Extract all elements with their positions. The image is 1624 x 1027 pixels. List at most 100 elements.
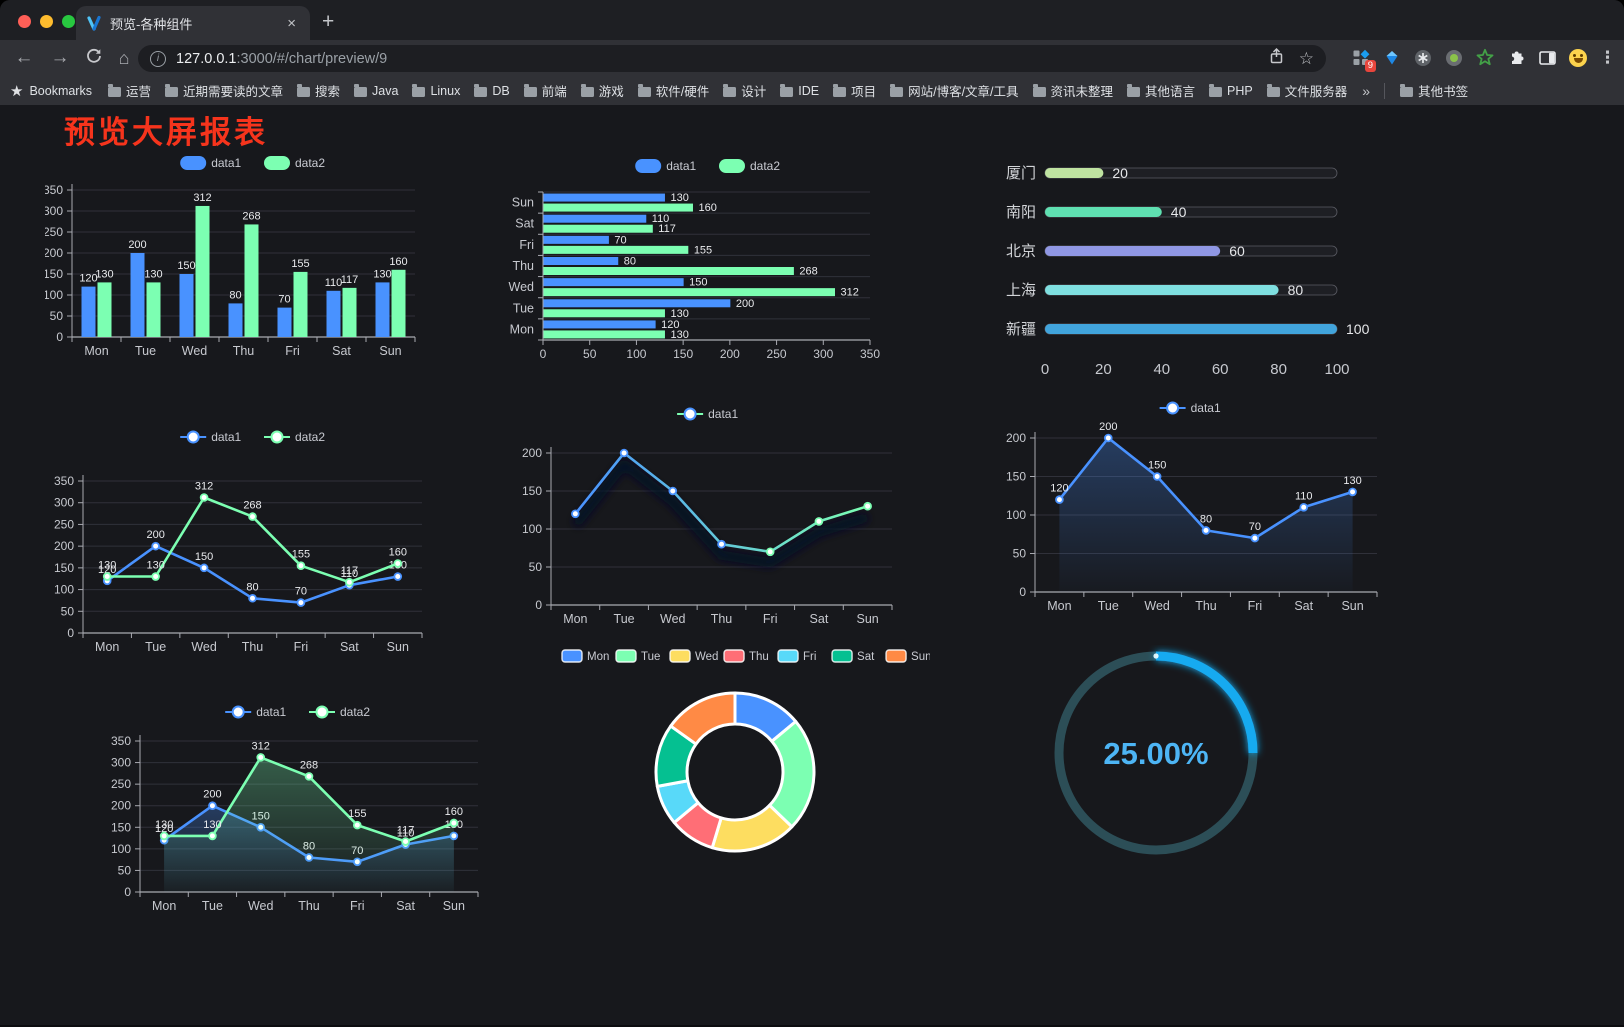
extension-diamond-icon[interactable] <box>1382 48 1402 68</box>
svg-text:155: 155 <box>291 258 309 270</box>
bookmark-folder[interactable]: IDE <box>773 81 826 101</box>
gradient-line-chart[interactable]: 0 50 100 150 200 Mon Tue Wed Thu Fri Sat Sun data1 <box>500 398 920 638</box>
url-text[interactable]: 127.0.0.1:3000/#/chart/preview/9 <box>176 51 1258 67</box>
svg-text:Thu: Thu <box>242 640 264 654</box>
progress-bar-chart[interactable]: 厦门 20 南阳 40 北京 60 上海 80 新疆 100 0 20 40 60 80 100 <box>995 158 1395 383</box>
legend-item-Sat[interactable]: Sat <box>831 649 875 663</box>
bookmark-folder[interactable]: 文件服务器 <box>1260 78 1355 103</box>
bookmark-folder[interactable]: 软件/硬件 <box>631 78 716 103</box>
bookmarks-label[interactable]: Bookmarks <box>29 83 92 98</box>
donut-chart[interactable]: Mon Tue Wed Thu Fri Sat Sun <box>560 640 932 885</box>
progress-row-北京[interactable]: 北京 60 <box>1006 243 1338 260</box>
svg-text:Sun: Sun <box>512 196 534 210</box>
bookmarks-star-icon[interactable]: ★ <box>10 82 24 100</box>
legend-item-Tue[interactable]: Tue <box>615 649 660 663</box>
emoji-extension-icon[interactable] <box>1568 48 1588 68</box>
legend-item-data2[interactable]: data2 <box>264 156 325 170</box>
series-data2[interactable]: 130 130 312 268 155 117 160 <box>543 202 859 341</box>
extension-asterisk-icon[interactable] <box>1413 48 1433 68</box>
pie-slice-Sun[interactable] <box>669 691 737 746</box>
bar-chart[interactable]: 0 50 100 150 200 250 300 350 Mon Tue Wed Thu Fri Sat S… <box>43 150 465 370</box>
legend-item-Sun[interactable]: Sun <box>885 649 932 663</box>
stacked-area-line-chart[interactable]: 0 50 100 150 200 250 300 350 Mon Tue Wed Thu Fri Sat S… <box>100 678 500 918</box>
bookmark-folder[interactable]: DB <box>467 81 516 101</box>
horizontal-bar-chart[interactable]: 0 50 100 150 200 250 300 350 Mon Tue Wed Thu Fri Sat S… <box>500 153 920 368</box>
svg-text:Sat: Sat <box>340 640 359 654</box>
address-bar[interactable]: i 127.0.0.1:3000/#/chart/preview/9 ☆ <box>138 45 1326 72</box>
area-line-chart[interactable]: 0 50 100 150 200 Mon Tue Wed Thu Fri Sat Sun 120 200 1… <box>985 388 1400 628</box>
gauge-chart[interactable]: 25.00% <box>1040 645 1330 880</box>
series-data2[interactable]: 130 130 312 268 155 117 160 <box>98 481 407 587</box>
bookmark-folder[interactable]: 设计 <box>716 78 773 103</box>
gauge-progress-arc <box>1155 651 1258 754</box>
series-data2[interactable]: 130 130 312 268 155 117 160 <box>155 740 463 892</box>
tab-close-icon[interactable]: × <box>287 14 296 32</box>
extensions-puzzle-icon[interactable] <box>1506 48 1526 68</box>
legend-item-Wed[interactable]: Wed <box>669 649 718 663</box>
legend-item-Mon[interactable]: Mon <box>561 649 609 663</box>
other-bookmarks-folder[interactable]: 其他书签 <box>1393 78 1475 103</box>
legend-item-data2[interactable]: data2 <box>309 705 370 719</box>
bookmark-folder[interactable]: PHP <box>1202 81 1260 101</box>
side-panel-icon[interactable] <box>1537 48 1557 68</box>
browser-tab[interactable]: 预览-各种组件 × <box>76 6 310 40</box>
line-chart-two-series[interactable]: 0 50 100 150 200 250 300 350 Mon Tue Wed Thu Fri Sat S… <box>45 425 465 670</box>
svg-text:50: 50 <box>529 560 543 574</box>
extension-green-star-icon[interactable] <box>1475 48 1495 68</box>
progress-row-新疆[interactable]: 新疆 100 <box>1006 321 1370 338</box>
home-icon[interactable]: ⌂ <box>118 48 130 68</box>
series-data1[interactable] <box>571 448 872 568</box>
legend-item-Fri[interactable]: Fri <box>777 649 816 663</box>
svg-text:312: 312 <box>195 481 213 493</box>
legend-item-data1[interactable]: data1 <box>677 407 738 421</box>
series-data2[interactable]: 130 130 312 268 155 117 160 <box>95 192 408 337</box>
legend-item-data1[interactable]: data1 <box>1159 401 1221 415</box>
progress-row-南阳[interactable]: 南阳 40 <box>1006 204 1338 221</box>
svg-text:Fri: Fri <box>294 640 309 654</box>
legend-item-data1[interactable]: data1 <box>635 159 697 173</box>
new-tab-button[interactable]: + <box>322 10 335 33</box>
extension-record-icon[interactable] <box>1444 48 1464 68</box>
window-minimize-button[interactable] <box>40 15 53 28</box>
bookmark-folder[interactable]: Java <box>347 81 405 101</box>
bookmark-star-icon[interactable]: ☆ <box>1298 48 1314 68</box>
bookmark-folder[interactable]: 其他语言 <box>1120 78 1202 103</box>
bookmarks-overflow-icon[interactable]: » <box>1362 82 1371 99</box>
page-title: 预览大屏报表 <box>64 115 268 150</box>
progress-row-厦门[interactable]: 厦门 20 <box>1006 165 1338 182</box>
svg-text:Thu: Thu <box>1195 599 1217 613</box>
legend-item-data1[interactable]: data1 <box>180 430 242 444</box>
bookmark-folder[interactable]: Linux <box>405 81 467 101</box>
window-close-button[interactable] <box>18 15 31 28</box>
svg-text:130: 130 <box>373 268 391 280</box>
donut[interactable] <box>654 691 816 853</box>
extension-grid-icon[interactable]: 9 <box>1351 48 1376 72</box>
share-icon[interactable] <box>1268 47 1285 70</box>
svg-text:117: 117 <box>658 223 676 235</box>
bookmark-folder[interactable]: 游戏 <box>574 78 631 103</box>
legend-item-data1[interactable]: data1 <box>225 705 287 719</box>
bookmark-folder[interactable]: 前端 <box>517 78 574 103</box>
legend-item-Thu[interactable]: Thu <box>723 649 769 663</box>
browser-menu-icon[interactable]: ⋮ <box>1599 48 1616 67</box>
svg-text:117: 117 <box>341 274 359 286</box>
bookmark-folder[interactable]: 搜索 <box>290 78 347 103</box>
site-info-icon[interactable]: i <box>150 50 166 67</box>
svg-text:厦门: 厦门 <box>1006 165 1036 182</box>
back-icon[interactable]: ← <box>14 47 34 68</box>
bookmark-folder[interactable]: 资讯未整理 <box>1026 78 1121 103</box>
bookmark-folder[interactable]: 运营 <box>101 78 158 103</box>
legend-item-data2[interactable]: data2 <box>264 430 325 444</box>
bookmark-folder[interactable]: 近期需要读的文章 <box>158 78 290 103</box>
bookmark-folder[interactable]: 项目 <box>826 78 883 103</box>
forward-icon[interactable]: → <box>50 47 70 68</box>
progress-row-上海[interactable]: 上海 80 <box>1006 282 1338 299</box>
legend-item-data2[interactable]: data2 <box>719 159 780 173</box>
legend-item-data1[interactable]: data1 <box>180 156 242 170</box>
reload-icon[interactable] <box>82 47 106 72</box>
window-zoom-button[interactable] <box>62 15 75 28</box>
bookmark-folder[interactable]: 网站/博客/文章/工具 <box>883 78 1025 103</box>
